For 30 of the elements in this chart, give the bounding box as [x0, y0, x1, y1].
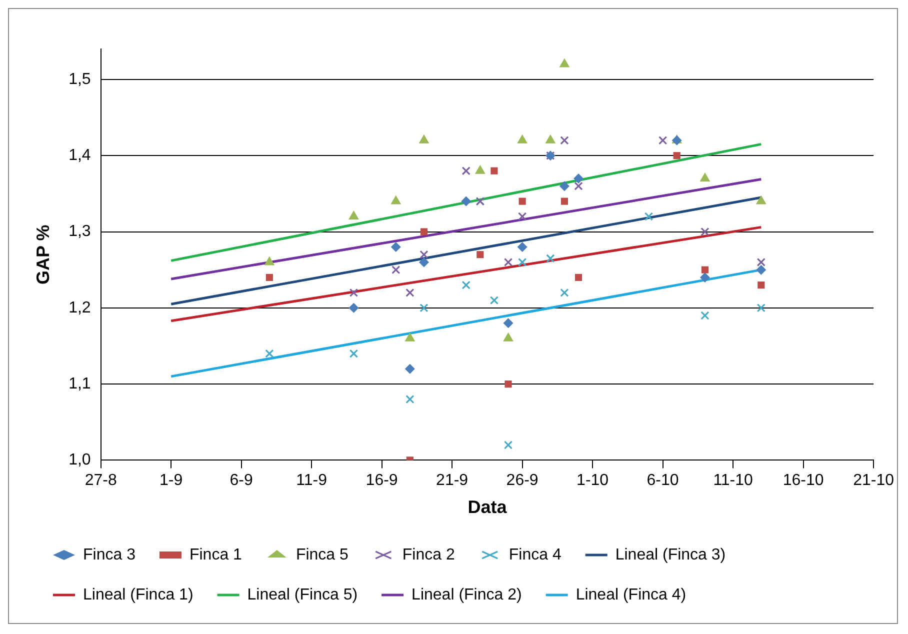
- legend-label: Finca 5: [296, 546, 349, 564]
- x-tick-label: 16-10: [782, 472, 824, 490]
- x-tick-label: 11-10: [713, 472, 754, 490]
- y-tick-label: 1,2: [68, 299, 91, 316]
- legend-label: Finca 3: [83, 546, 136, 564]
- legend-label: Lineal (Finca 4): [576, 586, 686, 604]
- x-tick-label: 6-9: [230, 472, 253, 490]
- legend-label: Lineal (Finca 1): [83, 586, 194, 604]
- y-tick-label: 1,4: [68, 147, 91, 164]
- x-tick-label: 1-10: [576, 472, 609, 490]
- x-tick-label: 11-9: [296, 472, 328, 490]
- x-tick-label: 26-9: [506, 472, 538, 490]
- x-axis-title: Data: [468, 497, 508, 518]
- y-axis-title: GAP %: [32, 224, 53, 284]
- legend-label: Lineal (Finca 5): [247, 586, 358, 604]
- legend-label: Finca 4: [508, 546, 562, 564]
- x-tick-label: 16-9: [366, 472, 398, 490]
- x-tick-label: 6-10: [646, 472, 679, 490]
- x-tick-label: 27-8: [84, 472, 117, 490]
- y-tick-label: 1,1: [68, 375, 91, 392]
- x-tick-label: 21-9: [436, 472, 468, 490]
- y-tick-label: 1,3: [68, 223, 91, 240]
- legend-label: Finca 1: [189, 546, 242, 564]
- y-tick-label: 1,0: [68, 452, 91, 469]
- legend-label: Lineal (Finca 3): [615, 546, 726, 564]
- y-tick-label: 1,5: [68, 70, 91, 88]
- x-tick-label: 1-9: [160, 472, 183, 490]
- legend-label: Lineal (Finca 2): [412, 586, 522, 604]
- legend-label: Finca 2: [402, 546, 455, 564]
- x-tick-label: 21-10: [853, 472, 894, 490]
